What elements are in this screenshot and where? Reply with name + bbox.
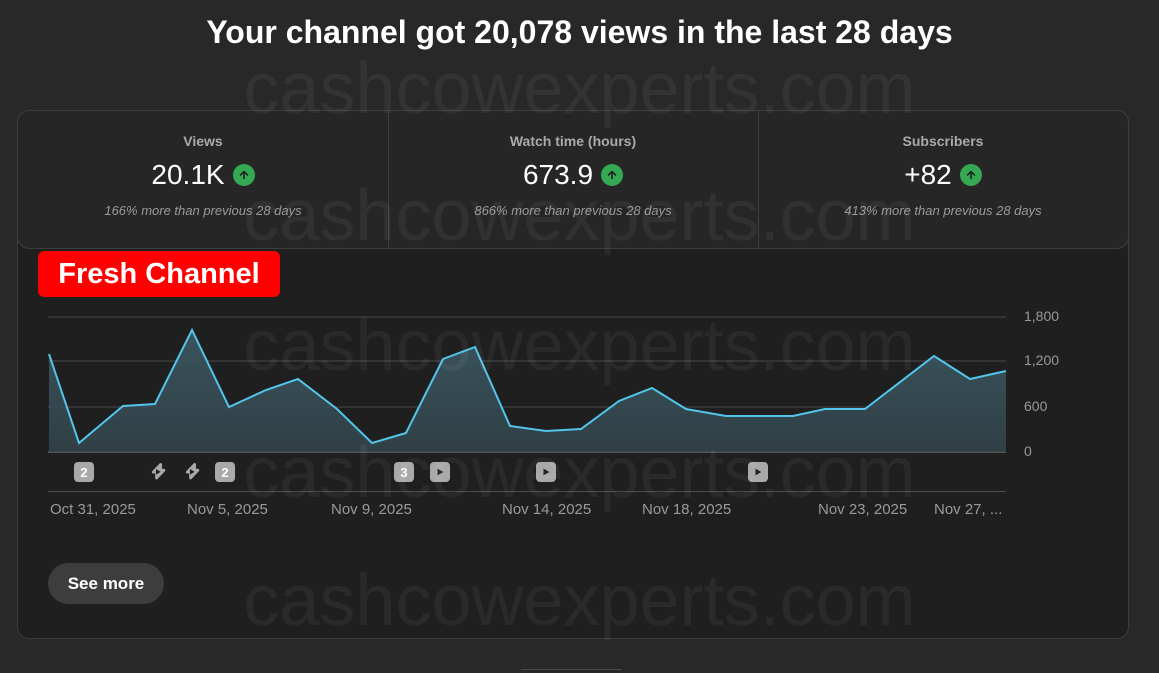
- svg-text:1,200: 1,200: [1024, 352, 1059, 368]
- svg-text:0: 0: [1024, 443, 1032, 459]
- svg-text:1,800: 1,800: [1024, 308, 1059, 324]
- svg-text:600: 600: [1024, 398, 1048, 414]
